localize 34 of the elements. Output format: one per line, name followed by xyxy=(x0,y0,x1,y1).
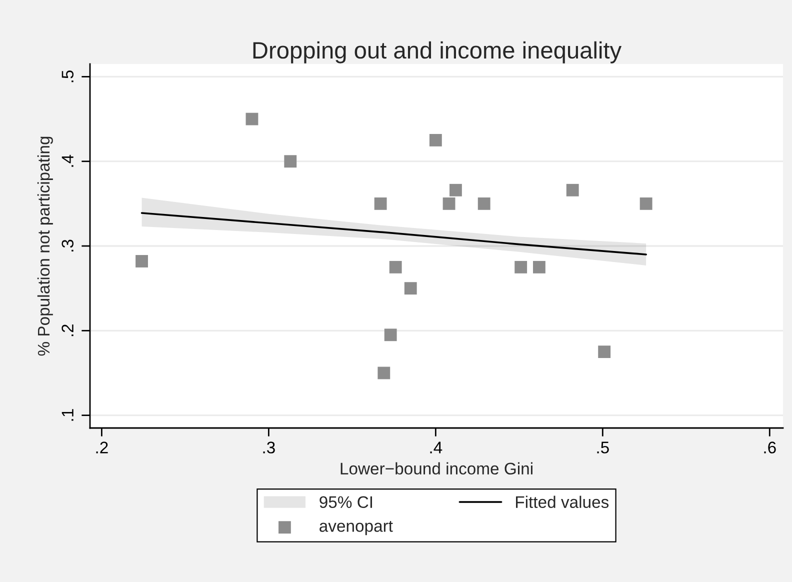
point xyxy=(449,184,462,196)
point xyxy=(478,197,490,210)
line-series xyxy=(140,212,647,256)
point xyxy=(442,197,456,210)
point xyxy=(136,255,148,268)
x-tick-label: .4 xyxy=(430,442,442,454)
legend-label: Fitted values xyxy=(516,496,609,508)
point xyxy=(284,155,297,168)
legend-label: avenopart xyxy=(320,520,393,536)
text: 95% CI xyxy=(320,496,372,508)
y-tick-label: .1 xyxy=(62,409,74,421)
y-tick-label: .5 xyxy=(62,70,74,82)
x-tick-label: .6 xyxy=(764,442,776,454)
chart-title: Dropping out and income inequality xyxy=(253,41,622,64)
y-axis-title: % Population not participating xyxy=(37,136,53,356)
point xyxy=(640,197,652,210)
point xyxy=(566,184,579,196)
point xyxy=(389,260,402,274)
point xyxy=(374,197,387,210)
point xyxy=(514,260,528,274)
x-tick-label: .3 xyxy=(263,442,275,454)
x-axis-title: Lower−bound income Gini xyxy=(340,462,532,475)
point xyxy=(404,282,417,295)
point xyxy=(246,112,258,126)
x-tick-label: .5 xyxy=(597,442,609,454)
point xyxy=(598,346,611,358)
y-tick-label: .4 xyxy=(62,154,74,167)
point xyxy=(532,260,546,274)
point xyxy=(384,328,397,342)
x-tick-label: .2 xyxy=(96,442,108,454)
point xyxy=(429,134,442,146)
y-tick-label: .3 xyxy=(62,240,74,252)
point xyxy=(378,366,390,380)
y-tick-label: .2 xyxy=(62,324,74,336)
